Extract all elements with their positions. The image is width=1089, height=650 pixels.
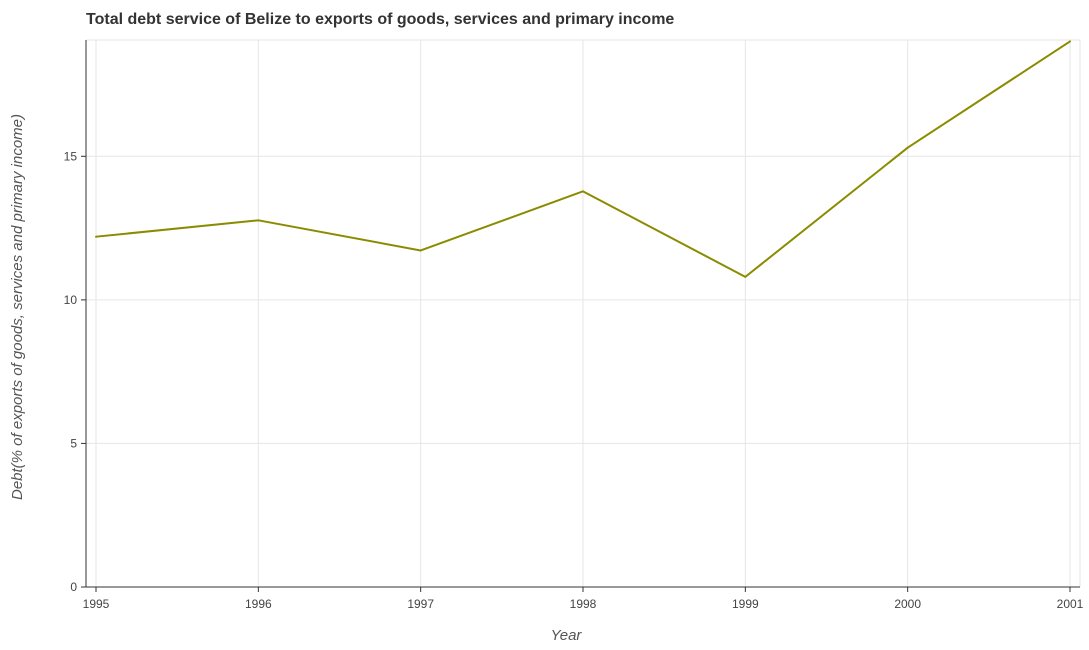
data-point <box>257 219 260 222</box>
tick-labels: 1995 1996 1997 1998 1999 2000 2001 0 5 10 15 <box>64 149 1084 611</box>
data-point <box>906 146 909 149</box>
x-tick-label: 1998 <box>570 597 597 611</box>
series <box>95 40 1071 278</box>
y-tick-label: 15 <box>64 149 78 163</box>
y-tick-label: 5 <box>70 436 77 450</box>
data-point <box>95 235 97 238</box>
x-tick-label: 1999 <box>732 597 759 611</box>
data-point <box>1069 40 1071 43</box>
x-tick-label: 1997 <box>407 597 434 611</box>
data-point <box>419 249 422 252</box>
data-point <box>582 190 584 193</box>
axes <box>81 40 1080 592</box>
x-tick-label: 1996 <box>245 597 272 611</box>
x-tick-label: 2000 <box>894 597 921 611</box>
y-axis-label: Debt(% of exports of goods, services and… <box>9 114 26 500</box>
x-tick-label: 2001 <box>1057 597 1084 611</box>
x-tick-label: 1995 <box>83 597 110 611</box>
y-tick-label: 0 <box>70 580 77 594</box>
y-tick-label: 10 <box>64 293 78 307</box>
grid <box>86 39 1081 588</box>
chart-title: Total debt service of Belize to exports … <box>86 11 674 28</box>
x-axis-label: Year <box>551 627 583 644</box>
data-point <box>744 275 747 278</box>
